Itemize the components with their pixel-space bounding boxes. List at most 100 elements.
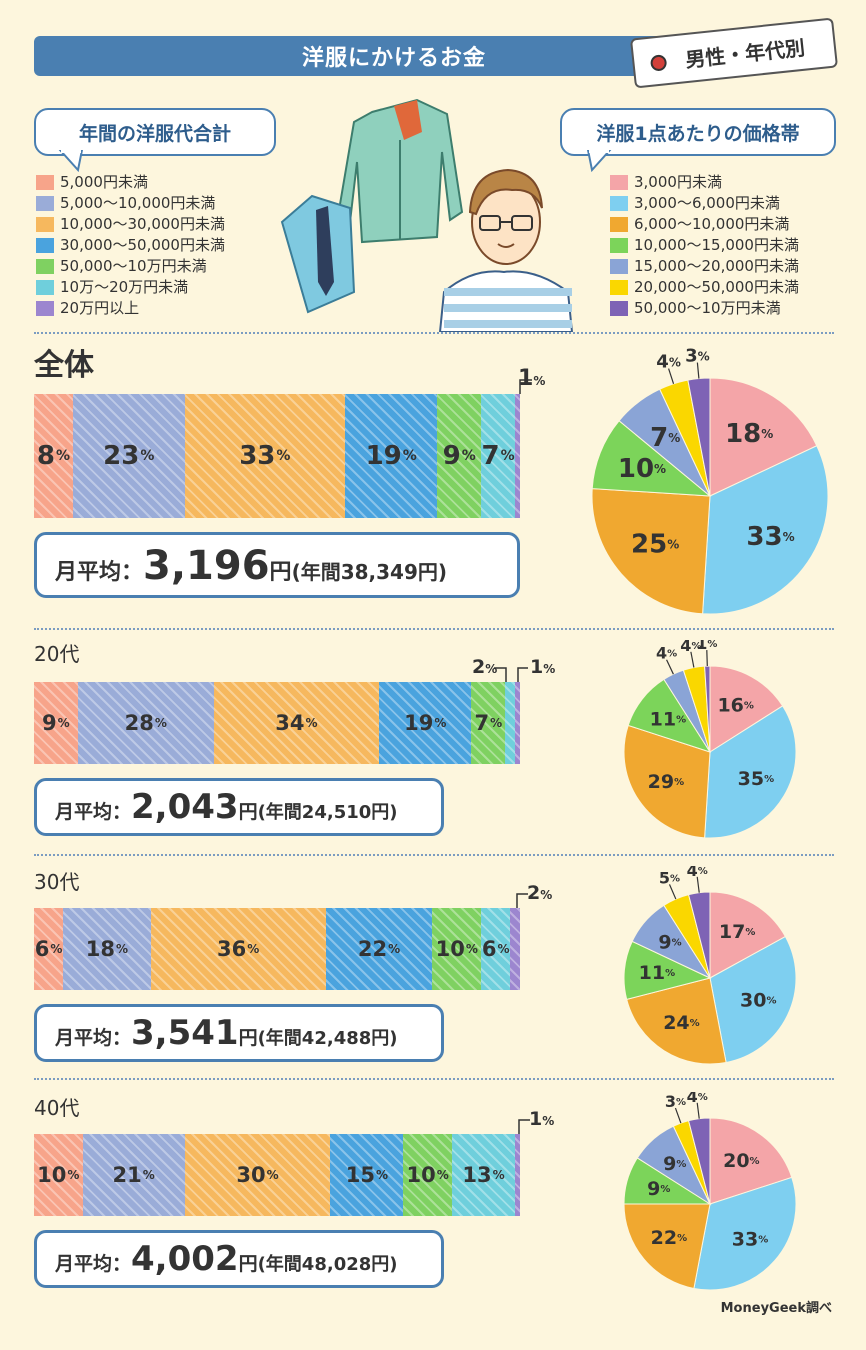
pie-slice	[591, 488, 711, 615]
average-label: 月平均：	[55, 560, 144, 585]
pie-value-label: 4%	[687, 866, 708, 879]
bar-segment: 9%	[437, 394, 482, 518]
bar-segment: 19%	[379, 682, 472, 764]
legend-swatch	[610, 175, 628, 190]
legend-label: 50,000〜10万円未満	[60, 257, 207, 275]
price-bubble-tail-icon	[586, 150, 612, 172]
pie-slice	[693, 1176, 797, 1291]
legend-swatch	[610, 238, 628, 253]
pie-value-label: 4%	[680, 640, 701, 654]
percent-sign: %	[375, 1168, 389, 1182]
pie-slice	[702, 445, 829, 615]
shirt-with-tie-icon	[280, 194, 356, 314]
pie-value-label: 9%	[647, 1178, 670, 1200]
bar-value-label: 7	[474, 711, 490, 735]
pie-slice	[623, 1203, 711, 1290]
percent-sign: %	[436, 1168, 449, 1182]
yen-unit: 円	[238, 1027, 258, 1049]
percent-sign: %	[276, 448, 291, 464]
pie-value-label: 24%	[663, 1012, 699, 1034]
clothing-illustration	[280, 98, 574, 332]
average-label: 月平均：	[55, 1253, 132, 1275]
pie-value-label: 10%	[618, 454, 666, 484]
annual-header-text: 年間の洋服代合計	[78, 122, 231, 145]
annual-header-bubble: 年間の洋服代合計	[34, 108, 276, 156]
legend-label: 5,000円未満	[60, 173, 148, 191]
legend-label: 15,000〜20,000円未満	[634, 257, 799, 275]
pie-value-label: 3%	[685, 346, 710, 367]
pie-leader-line	[674, 1107, 682, 1124]
average-box-30s: 月平均： 3,541 円 (年間42,488円)	[34, 1004, 444, 1062]
legend-label: 20,000〜50,000円未満	[634, 278, 799, 296]
bar-segment: 33%	[184, 394, 346, 518]
tag-label: 男性・年代別	[684, 35, 807, 72]
separator	[34, 854, 834, 856]
percent-sign: %	[247, 942, 260, 956]
legend-swatch	[610, 280, 628, 295]
bar-segment: 6%	[481, 908, 511, 990]
pie-value-label: 18%	[725, 419, 773, 449]
pie-value-label: 33%	[732, 1228, 768, 1250]
pie-slice	[623, 724, 711, 839]
pie-leader-line	[668, 368, 675, 384]
section-title-20s: 20代	[34, 642, 80, 666]
bar-segment: 18%	[63, 908, 151, 990]
callout-40s-200k: 1%	[529, 1108, 555, 1130]
legend-label: 50,000〜10万円未満	[634, 299, 781, 317]
yen-unit: 円	[238, 1253, 258, 1275]
average-box-20s: 月平均： 2,043 円 (年間24,510円)	[34, 778, 444, 836]
bar-segment: 9%	[34, 682, 78, 764]
legend-swatch	[610, 301, 628, 316]
callout-all-200k: 1%	[518, 366, 546, 391]
bar-value-label: 18	[85, 937, 115, 961]
bar-segment	[505, 682, 516, 764]
pie-slice	[709, 935, 797, 1064]
stacked-bar-20s: 9% 28% 34% 19% 7%	[34, 682, 520, 764]
pie-leader-line	[690, 651, 695, 668]
pie-value-label: 33%	[746, 522, 794, 552]
pie-slice	[709, 1117, 793, 1205]
legend-item: 30,000〜50,000円未満	[36, 235, 225, 256]
pie-slice	[709, 891, 787, 979]
pie-leader-line	[706, 650, 708, 667]
pie-value-label: 11%	[650, 708, 686, 730]
percent-sign: %	[55, 448, 70, 464]
legend-item: 6,000〜10,000円未満	[610, 214, 799, 235]
legend-label: 3,000〜6,000円未満	[634, 194, 780, 212]
legend-item: 50,000〜10万円未満	[610, 298, 799, 319]
percent-sign: %	[142, 1168, 155, 1182]
pie-value-label: 16%	[717, 694, 753, 716]
bar-segment: 36%	[150, 908, 326, 990]
legend-item: 50,000〜10万円未満	[36, 256, 225, 277]
bar-value-label: 6	[481, 937, 497, 961]
pie-value-label: 11%	[639, 961, 675, 983]
legend-swatch	[36, 301, 54, 316]
legend-item: 10,000〜15,000円未満	[610, 235, 799, 256]
average-label: 月平均：	[55, 801, 132, 823]
pie-value-label: 9%	[663, 1153, 686, 1175]
legend-swatch	[610, 217, 628, 232]
bar-segment: 30%	[184, 1134, 331, 1216]
category-tag: 男性・年代別	[629, 17, 839, 89]
bar-value-label: 10	[435, 937, 465, 961]
bar-segment: 34%	[213, 682, 380, 764]
average-label: 月平均：	[55, 1027, 132, 1049]
bar-value-label: 6	[34, 937, 50, 961]
percent-sign: %	[500, 448, 515, 464]
pie-value-label: 7%	[650, 423, 680, 453]
legend-swatch	[610, 259, 628, 274]
callout-20s-100k: 2%	[472, 656, 498, 678]
bar-value-label: 19	[365, 441, 402, 471]
percent-sign: %	[67, 1168, 80, 1182]
bar-segment: 19%	[345, 394, 438, 518]
price-header-text: 洋服1点あたりの価格帯	[596, 122, 800, 145]
bar-value-label: 15	[345, 1163, 375, 1187]
bar-value-label: 34	[275, 711, 305, 735]
bar-value-label: 23	[103, 441, 140, 471]
callout-20s-200k: 1%	[530, 656, 556, 678]
legend-label: 3,000円未満	[634, 173, 722, 191]
legend-label: 10,000〜15,000円未満	[634, 236, 799, 254]
legend-item: 20万円以上	[36, 298, 225, 319]
section-title-30s: 30代	[34, 870, 80, 894]
bar-value-label: 10	[406, 1163, 436, 1187]
